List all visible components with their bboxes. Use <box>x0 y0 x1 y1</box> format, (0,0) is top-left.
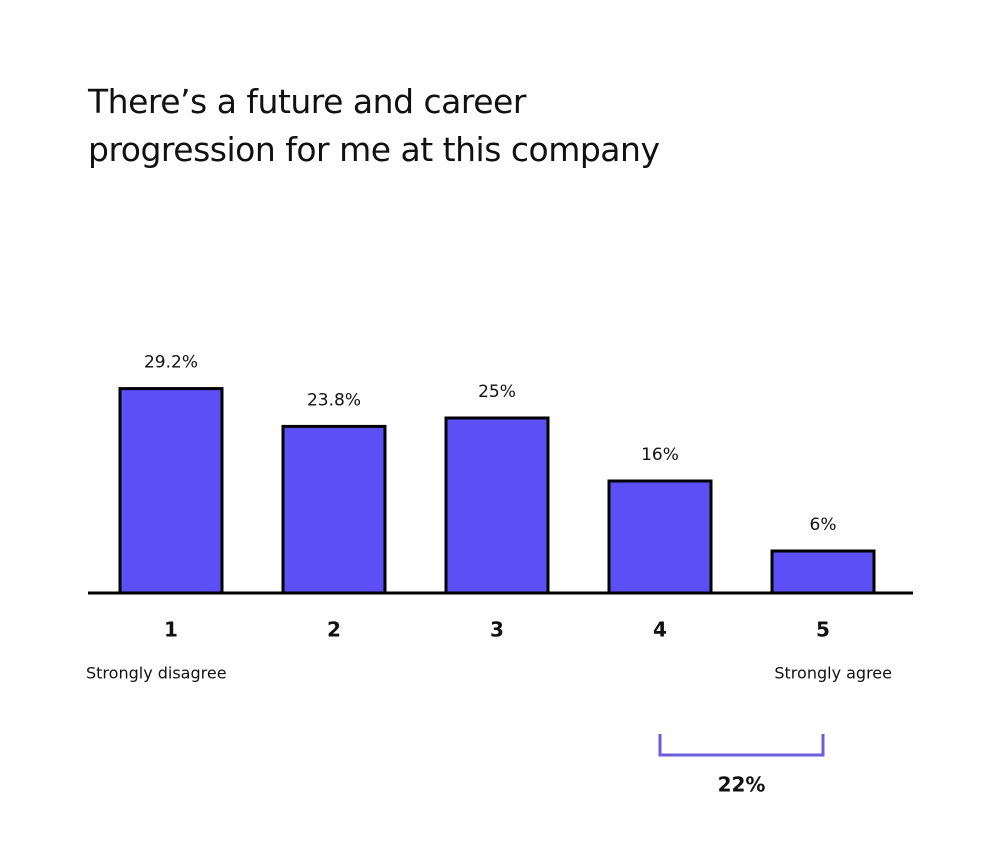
value-label: 16% <box>641 445 679 465</box>
value-label: 25% <box>478 382 516 402</box>
x-tick-label: 4 <box>653 618 667 642</box>
bracket <box>658 734 825 757</box>
bar <box>607 479 713 595</box>
value-label: 29.2% <box>144 353 198 373</box>
scale-high-label: Strongly agree <box>774 664 892 683</box>
x-tick-label: 2 <box>327 618 341 642</box>
x-tick-label: 3 <box>490 618 504 642</box>
chart-title: There’s a future and career progression … <box>88 82 660 169</box>
bar <box>281 424 387 595</box>
bar <box>118 387 224 595</box>
bracket-label: 22% <box>718 773 766 797</box>
x-tick-label: 1 <box>164 618 178 642</box>
value-label: 23.8% <box>307 390 361 410</box>
value-label: 6% <box>810 515 837 535</box>
bar <box>444 416 550 595</box>
bar <box>770 549 876 595</box>
x-tick-label: 5 <box>816 618 830 642</box>
scale-low-label: Strongly disagree <box>86 664 227 683</box>
